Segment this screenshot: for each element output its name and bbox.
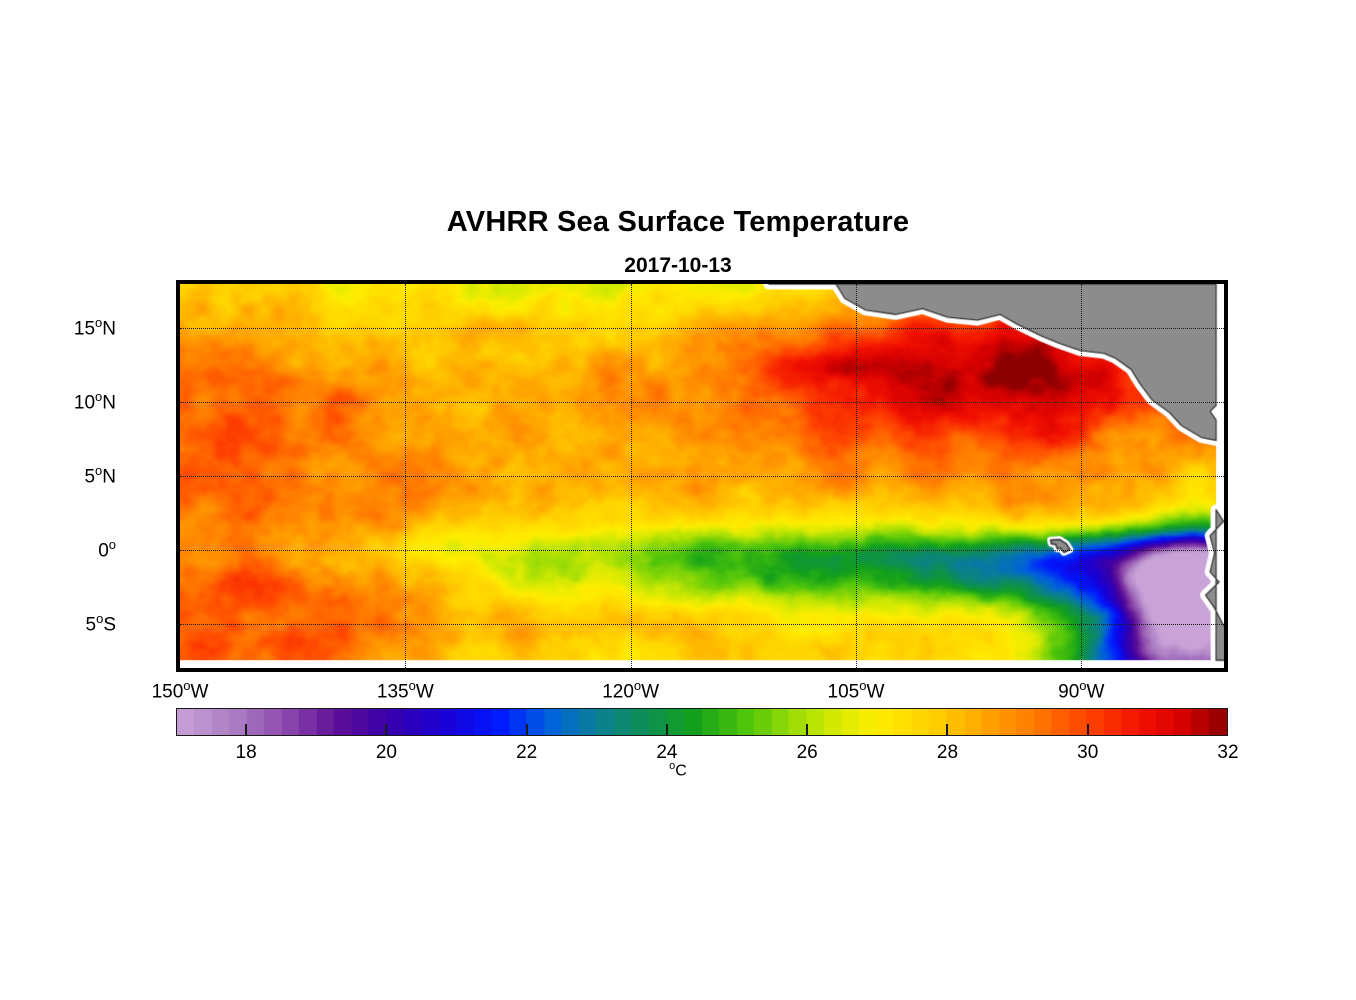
axis-label-lon-150W: 150oW bbox=[151, 678, 209, 703]
colorbar-label-20: 20 bbox=[375, 742, 397, 763]
tick-lon-90W-top bbox=[1079, 280, 1083, 284]
tick-lon-105W-bottom bbox=[854, 668, 858, 672]
colorbar-tick-28 bbox=[946, 724, 949, 736]
tick-lat-10-left bbox=[176, 400, 180, 404]
tick-lon-135W-top bbox=[403, 280, 407, 284]
tick-lon-135W-bottom bbox=[403, 668, 407, 672]
tick-lat--5-left bbox=[176, 622, 180, 626]
figure-title: AVHRR Sea Surface Temperature bbox=[446, 206, 910, 238]
colorbar-label-26: 26 bbox=[796, 742, 818, 763]
colorbar-canvas bbox=[176, 708, 1228, 736]
colorbar-tick-20 bbox=[385, 724, 388, 736]
colorbar-unit-label: oC bbox=[669, 760, 687, 780]
tick-lon-120W-top bbox=[629, 280, 633, 284]
colorbar-label-24: 24 bbox=[656, 742, 678, 763]
colorbar-label-32: 32 bbox=[1217, 742, 1239, 763]
figure-subtitle: 2017-10-13 bbox=[624, 254, 732, 277]
tick-lon-120W-bottom bbox=[629, 668, 633, 672]
colorbar-label-28: 28 bbox=[936, 742, 959, 763]
colorbar-label-30: 30 bbox=[1077, 742, 1099, 763]
axis-label-lat-10: 10oN bbox=[73, 389, 116, 414]
tick-lon-150W-top bbox=[178, 280, 182, 284]
tick-lat-5-left bbox=[176, 474, 180, 478]
axis-label-lon-135W: 135oW bbox=[376, 678, 434, 703]
axis-label-lon-90W: 90oW bbox=[1058, 678, 1105, 703]
tick-lat-5-right bbox=[1224, 474, 1228, 478]
sst-heatmap-canvas bbox=[180, 284, 1224, 668]
axis-label-lon-105W: 105oW bbox=[827, 678, 885, 703]
axis-label-lon-120W: 120oW bbox=[602, 678, 660, 703]
colorbar-tick-24 bbox=[665, 724, 668, 736]
tick-lat-0-right bbox=[1224, 548, 1228, 552]
axis-label-lat-0: 0o bbox=[98, 536, 116, 562]
tick-lat-15-right bbox=[1224, 326, 1228, 330]
colorbar-tick-26 bbox=[806, 724, 809, 736]
tick-lat-10-right bbox=[1224, 400, 1228, 404]
axis-label-lat-15: 15oN bbox=[73, 315, 116, 340]
colorbar-unit-text: C bbox=[675, 762, 687, 780]
colorbar bbox=[176, 708, 1228, 736]
axis-label-lat-5: 5oN bbox=[84, 463, 116, 488]
map-plot-area bbox=[176, 280, 1228, 672]
tick-lon-105W-top bbox=[854, 280, 858, 284]
colorbar-label-22: 22 bbox=[516, 742, 538, 763]
tick-lon-90W-bottom bbox=[1079, 668, 1083, 672]
tick-lon-150W-bottom bbox=[178, 668, 182, 672]
colorbar-tick-18 bbox=[245, 724, 248, 736]
axis-label-lat--5: 5oS bbox=[85, 610, 117, 636]
tick-lat-15-left bbox=[176, 326, 180, 330]
tick-lat-0-left bbox=[176, 548, 180, 552]
tick-lat--5-right bbox=[1224, 622, 1228, 626]
colorbar-label-18: 18 bbox=[235, 742, 257, 763]
colorbar-tick-22 bbox=[525, 724, 528, 736]
colorbar-tick-30 bbox=[1086, 724, 1089, 736]
